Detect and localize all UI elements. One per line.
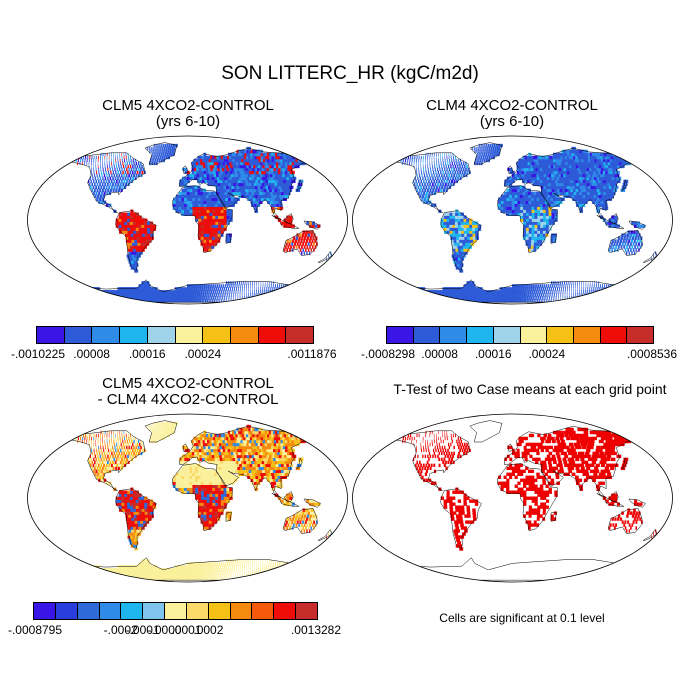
colorbar-cell bbox=[493, 327, 521, 343]
significance-note: Cells are significant at 0.1 level bbox=[439, 611, 605, 625]
panel2-subtitle: (yrs 6-10) bbox=[479, 113, 545, 130]
panel4-title: T-Test of two Case means at each grid po… bbox=[393, 381, 667, 397]
colorbar-cell bbox=[121, 603, 144, 619]
colorbar-cell bbox=[627, 327, 654, 343]
colorbar-cell bbox=[34, 603, 56, 619]
colorbar-cell bbox=[147, 327, 176, 343]
panel3-title: CLM5 4XCO2-CONTROL bbox=[102, 375, 274, 392]
colorbar-tick-label: .00016 bbox=[128, 347, 166, 361]
colorbar-cell bbox=[600, 327, 628, 343]
colorbar-panel2 bbox=[386, 326, 654, 344]
colorbar-cell bbox=[296, 603, 317, 619]
colorbar-cell bbox=[37, 327, 65, 343]
colorbar-tick-label: -.0008795 bbox=[7, 623, 63, 637]
colorbar-tick-label: -.0000 bbox=[147, 623, 182, 637]
colorbar-cell bbox=[77, 603, 100, 619]
panel2-title: CLM4 4XCO2-CONTROL bbox=[426, 97, 598, 114]
panel3-subtitle: - CLM4 4XCO2-CONTROL bbox=[97, 391, 279, 408]
colorbar-cell bbox=[175, 327, 204, 343]
colorbar-tick-label: -.0001 bbox=[125, 623, 160, 637]
colorbar-cell bbox=[286, 327, 314, 343]
colorbar-cell bbox=[143, 603, 166, 619]
colorbar-cell bbox=[99, 603, 122, 619]
colorbar-cell bbox=[467, 327, 494, 343]
colorbar-cell bbox=[573, 327, 601, 343]
colorbar-cell bbox=[274, 603, 297, 619]
colorbar-cell bbox=[230, 603, 253, 619]
colorbar-cell bbox=[203, 327, 231, 343]
colorbar-tick-label: .0013282 bbox=[290, 623, 342, 637]
map-panel4 bbox=[352, 413, 673, 583]
figure-title: SON LITTERC_HR (kgC/m2d) bbox=[221, 63, 479, 84]
colorbar-panel3 bbox=[33, 602, 318, 620]
colorbar-panel1 bbox=[36, 326, 314, 344]
colorbar-cell bbox=[413, 327, 441, 343]
colorbar-tick-label: .00008 bbox=[421, 347, 458, 361]
colorbar-tick-label: .0011876 bbox=[287, 347, 337, 361]
colorbar-cell bbox=[440, 327, 468, 343]
panel1-subtitle: (yrs 6-10) bbox=[155, 113, 221, 130]
map-panel2 bbox=[352, 135, 673, 305]
colorbar-tick-label: .0008536 bbox=[626, 347, 678, 361]
colorbar-tick-label: -.0002 bbox=[103, 623, 138, 637]
colorbar-cell bbox=[165, 603, 187, 619]
colorbar-tick-label: .00024 bbox=[528, 347, 566, 361]
colorbar-tick-label: .0002 bbox=[193, 623, 224, 637]
colorbar-tick-label: .00024 bbox=[184, 347, 222, 361]
colorbar-cell bbox=[547, 327, 574, 343]
colorbar-cell bbox=[520, 327, 548, 343]
colorbar-tick-label: .0001 bbox=[171, 623, 202, 637]
colorbar-cell bbox=[120, 327, 148, 343]
map-panel3 bbox=[27, 413, 348, 583]
colorbar-tick-label: -.0010225 bbox=[10, 347, 66, 361]
colorbar-cell bbox=[387, 327, 414, 343]
colorbar-cell bbox=[55, 603, 78, 619]
colorbar-cell bbox=[230, 327, 259, 343]
colorbar-cell bbox=[258, 327, 287, 343]
colorbar-cell bbox=[64, 327, 93, 343]
colorbar-tick-label: -.0008298 bbox=[360, 347, 416, 361]
map-panel1 bbox=[27, 135, 348, 305]
colorbar-cell bbox=[92, 327, 121, 343]
colorbar-tick-label: .00008 bbox=[73, 347, 110, 361]
colorbar-cell bbox=[252, 603, 275, 619]
colorbar-cell bbox=[186, 603, 209, 619]
colorbar-tick-label: .00016 bbox=[474, 347, 512, 361]
panel1-title: CLM5 4XCO2-CONTROL bbox=[102, 97, 274, 114]
colorbar-cell bbox=[208, 603, 231, 619]
